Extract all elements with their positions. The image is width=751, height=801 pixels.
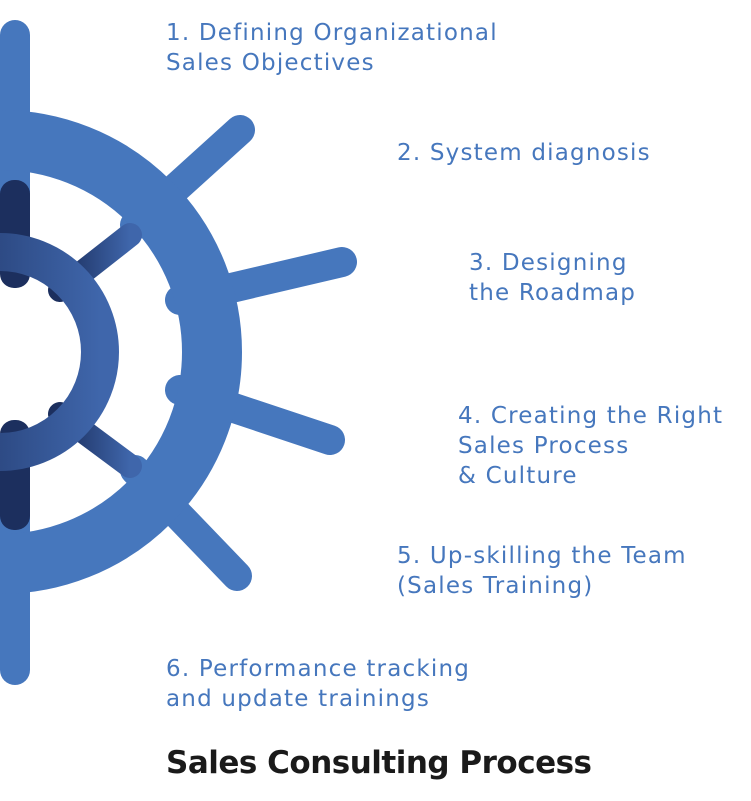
step-1-line-1: 1. Defining Organizational bbox=[166, 20, 498, 46]
step-3-line-2: the Roadmap bbox=[469, 280, 637, 306]
step-2-label: 2. System diagnosis bbox=[397, 138, 651, 168]
step-6-line-1: 6. Performance tracking bbox=[166, 656, 471, 682]
step-6-line-2: and update trainings bbox=[166, 686, 431, 712]
step-1-label: 1. Defining Organizational Sales Objecti… bbox=[166, 18, 498, 78]
step-5-label: 5. Up-skilling the Team (Sales Training) bbox=[397, 541, 687, 601]
step-1-line-2: Sales Objectives bbox=[166, 50, 375, 76]
ship-wheel-icon bbox=[0, 20, 357, 685]
step-2-line-1: 2. System diagnosis bbox=[397, 140, 651, 166]
step-4-line-2: Sales Process bbox=[458, 433, 630, 459]
step-3-label: 3. Designing the Roadmap bbox=[469, 248, 636, 308]
outer-rim bbox=[0, 110, 242, 594]
step-6-label: 6. Performance tracking and update train… bbox=[166, 654, 470, 714]
step-5-line-2: (Sales Training) bbox=[397, 573, 594, 599]
step-4-label: 4. Creating the Right Sales Process & Cu… bbox=[458, 401, 723, 491]
step-5-line-1: 5. Up-skilling the Team bbox=[397, 543, 687, 569]
step-4-line-1: 4. Creating the Right bbox=[458, 403, 724, 429]
step-3-line-1: 3. Designing bbox=[469, 250, 628, 276]
diagram-title: Sales Consulting Process bbox=[166, 745, 592, 781]
step-4-line-3: & Culture bbox=[458, 463, 578, 489]
hub-ring bbox=[0, 233, 119, 471]
